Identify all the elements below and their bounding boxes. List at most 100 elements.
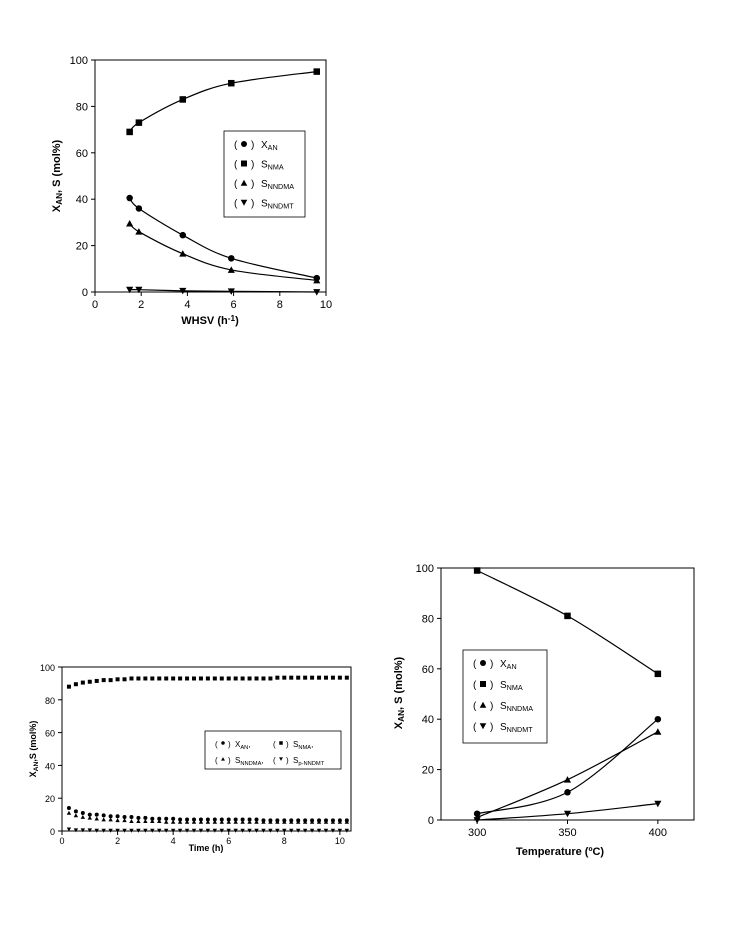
data-point	[226, 828, 231, 833]
data-point	[129, 815, 134, 820]
data-point	[185, 676, 190, 681]
y-tick-label: 20	[76, 241, 88, 253]
legend-paren-close: )	[228, 740, 231, 749]
data-point	[261, 676, 266, 681]
data-point	[473, 567, 481, 574]
data-point	[191, 828, 197, 833]
data-point	[129, 818, 134, 823]
legend-label-sub: NNDMT	[507, 725, 534, 734]
data-point	[323, 828, 329, 833]
legend-paren-close: )	[228, 756, 231, 765]
x-axis-label-part: -1	[228, 314, 236, 323]
data-point	[157, 816, 162, 821]
data-point	[122, 677, 127, 682]
data-point	[143, 818, 148, 823]
data-point	[122, 828, 127, 833]
series-s-nndmt	[473, 800, 662, 824]
legend-label: SNMA	[500, 680, 523, 692]
data-point	[129, 828, 134, 833]
legend-item: () Sp-NNDMT	[273, 756, 325, 767]
x-tick-label: 8	[282, 836, 287, 846]
legend-label-sub: NNDMA	[507, 704, 534, 713]
data-point	[191, 819, 197, 824]
data-point	[87, 812, 92, 817]
data-point	[143, 815, 148, 820]
y-tick-label: 40	[45, 761, 55, 771]
legend-marker	[279, 741, 283, 745]
legend-item: () XAN	[473, 659, 517, 671]
data-point	[330, 828, 336, 833]
data-point	[80, 810, 85, 815]
y-axis-label-part: ,S (mol%)	[28, 721, 38, 762]
data-point	[654, 728, 662, 735]
y-tick-label: 100	[70, 55, 88, 67]
x-tick-label: 0	[59, 836, 64, 846]
legend-paren-open: (	[215, 756, 218, 765]
data-point	[205, 819, 211, 824]
y-tick-label: 60	[45, 729, 55, 739]
data-point	[66, 827, 72, 832]
data-point	[344, 819, 350, 824]
series-s-nndmt	[126, 286, 321, 296]
data-point	[219, 828, 224, 833]
legend-label-main: X	[235, 740, 241, 749]
x-axis-label: Time (h)	[189, 843, 224, 853]
data-point	[337, 828, 343, 833]
y-tick-label: 40	[76, 194, 88, 206]
legend-label-sub: NMA	[268, 163, 284, 172]
data-point	[177, 819, 183, 824]
data-point	[143, 676, 148, 681]
data-point	[247, 828, 252, 833]
legend-paren-open: (	[234, 179, 238, 190]
data-point	[228, 79, 235, 87]
data-point	[254, 819, 259, 824]
data-point	[212, 676, 217, 681]
data-point	[101, 828, 106, 833]
data-point	[212, 819, 218, 824]
series-s-p-nndmt	[66, 827, 350, 833]
data-point	[126, 219, 134, 227]
data-point	[227, 266, 235, 273]
data-point	[87, 679, 92, 684]
legend-label-sub: NNDMT	[268, 202, 295, 211]
legend-item: () SNNDMA,	[215, 756, 264, 767]
legend-paren-open: (	[473, 701, 477, 712]
y-axis-label: XAN,S (mol%)	[28, 721, 40, 778]
data-point	[282, 819, 287, 824]
legend-label-main: S	[500, 722, 507, 733]
data-point	[198, 819, 204, 824]
legend-frame	[204, 730, 342, 770]
data-point	[226, 817, 231, 822]
legend-item: () SNNDMT	[473, 722, 533, 734]
data-point	[289, 828, 294, 833]
data-point	[240, 676, 245, 681]
legend-paren-close: )	[286, 756, 289, 765]
legend-label: SNNDMT	[261, 199, 294, 211]
data-point	[268, 676, 273, 681]
legend-label: XAN	[261, 140, 278, 152]
series-s-nma	[473, 567, 662, 678]
legend-label-sub: NMA	[507, 683, 523, 692]
data-point	[240, 817, 245, 822]
data-point	[136, 818, 141, 823]
legend-item: () XAN,	[215, 740, 251, 751]
data-point	[261, 828, 266, 833]
data-point	[73, 813, 79, 818]
data-point	[164, 828, 169, 833]
data-point	[473, 810, 481, 817]
x-tick-label: 2	[138, 299, 144, 311]
data-point	[247, 676, 252, 681]
y-axis-label-part: X	[51, 204, 63, 212]
y-tick-label: 20	[422, 765, 434, 777]
data-point	[282, 828, 287, 833]
data-point	[240, 828, 245, 833]
legend-label: SNNDMA	[261, 179, 294, 191]
x-axis-label-part: )	[235, 315, 239, 327]
data-point	[108, 678, 113, 683]
data-point	[94, 812, 99, 817]
data-point	[240, 819, 245, 824]
x-tick-label: 10	[320, 299, 332, 311]
data-point	[101, 678, 106, 683]
x-tick-label: 8	[277, 299, 283, 311]
data-point	[122, 818, 127, 823]
